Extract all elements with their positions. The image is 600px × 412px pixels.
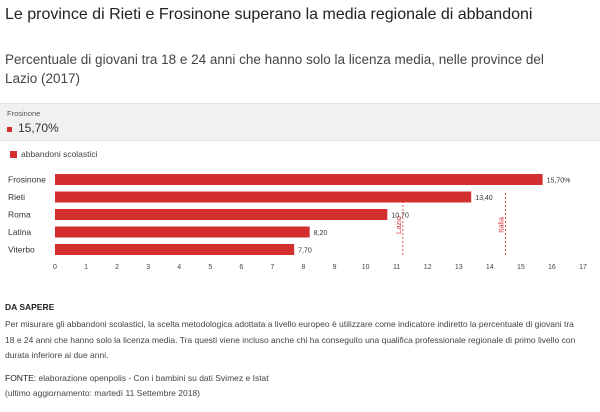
source-line: FONTE: elaborazione openpolis - Con i ba… — [5, 373, 269, 383]
tooltip-label: Frosinone — [7, 109, 41, 118]
x-tick-label: 10 — [362, 264, 370, 271]
bar-rieti[interactable] — [55, 191, 472, 203]
x-tick-label: 0 — [53, 264, 57, 271]
source-text: elaborazione openpolis - Con i bambini s… — [38, 373, 269, 383]
x-tick-label: 5 — [208, 264, 212, 271]
data-label: 7,70 — [298, 248, 312, 255]
category-label: Latina — [8, 227, 31, 237]
x-tick-label: 14 — [486, 264, 494, 271]
reference-label-italia: Italia — [496, 216, 505, 233]
category-label: Rieti — [8, 192, 25, 202]
bar-viterbo[interactable] — [55, 244, 295, 255]
x-tick-label: 3 — [146, 264, 150, 271]
bar-roma[interactable] — [55, 209, 388, 220]
x-tick-label: 6 — [239, 264, 243, 271]
legend-label[interactable]: abbandoni scolastici — [21, 149, 98, 159]
x-tick-label: 13 — [455, 264, 463, 271]
tooltip-panel: Frosinone 15,70% — [0, 103, 600, 141]
x-tick-label: 2 — [115, 264, 119, 271]
x-tick-label: 17 — [579, 264, 587, 271]
tooltip-swatch — [7, 127, 12, 132]
data-label: 13,40 — [475, 195, 493, 202]
source-label: FONTE: — [5, 373, 37, 383]
data-label: 10,70 — [391, 213, 409, 220]
notes-body: Per misurare gli abbandoni scolastici, l… — [5, 319, 576, 360]
category-label: Frosinone — [8, 175, 46, 185]
chart-title: Le province di Rieti e Frosinone superan… — [5, 6, 533, 23]
reference-label-lazio: Lazio — [394, 216, 403, 234]
data-label: 15,70% — [547, 178, 571, 185]
tooltip-value: 15,70% — [18, 121, 59, 135]
x-tick-label: 9 — [333, 264, 337, 271]
category-label: Viterbo — [8, 245, 35, 255]
bar-latina[interactable] — [55, 226, 310, 238]
notes-title: DA SAPERE — [5, 302, 55, 312]
last-updated: (ultimo aggiornamento: martedì 11 Settem… — [5, 388, 200, 398]
x-tick-label: 12 — [424, 264, 432, 271]
x-tick-label: 8 — [302, 264, 306, 271]
bar-frosinone[interactable] — [55, 174, 543, 185]
x-tick-label: 7 — [270, 264, 274, 271]
x-tick-label: 11 — [393, 264, 400, 271]
chart-subtitle: Percentuale di giovani tra 18 e 24 anni … — [5, 52, 544, 86]
x-tick-label: 16 — [548, 264, 556, 271]
category-label: Roma — [8, 210, 31, 220]
x-tick-label: 4 — [177, 264, 181, 271]
legend-swatch[interactable] — [10, 151, 17, 158]
bars: Frosinone 15,70% Rieti 13,40 Roma 10,70 Latina… — [8, 174, 570, 255]
reference-lines: Lazio Italia — [394, 193, 506, 257]
data-label: 8,20 — [314, 230, 328, 237]
bar-chart: Lazio Italia Frosinone 15,70% Rieti 13,40 Rom… — [8, 174, 587, 271]
x-tick-label: 1 — [84, 264, 88, 271]
x-tick-label: 15 — [517, 264, 525, 271]
x-axis: 0 1 2 3 4 5 6 7 8 9 10 11 12 13 14 15 16 17 — [53, 264, 587, 271]
